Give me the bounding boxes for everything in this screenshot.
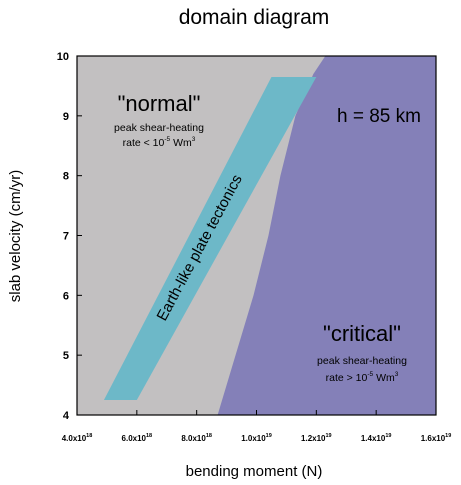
critical-region-label: "critical"	[323, 321, 401, 346]
y-axis-label: slab velocity (cm/yr)	[7, 170, 24, 303]
y-axis-ticks: 4 5 6 7 8 9 10	[57, 51, 82, 422]
y-tick-label: 8	[63, 171, 69, 183]
x-tick-label: 1.4x1019	[361, 433, 392, 443]
y-tick-label: 4	[63, 410, 70, 422]
x-axis-label: bending moment (N)	[186, 463, 323, 480]
critical-region-desc-2: rate > 10-5 Wm3	[326, 371, 399, 384]
normal-region-label: "normal"	[118, 91, 201, 116]
normal-region-desc-2: rate < 10-5 Wm3	[123, 136, 196, 149]
depth-annotation: h = 85 km	[337, 106, 421, 127]
y-tick-label: 10	[57, 51, 69, 63]
earth-like-band	[103, 76, 317, 401]
y-tick-label: 7	[63, 231, 69, 243]
x-tick-label: 6.0x1018	[122, 433, 153, 443]
y-tick-label: 9	[63, 111, 69, 123]
y-tick-label: 6	[63, 290, 69, 302]
critical-region-desc-1: peak shear-heating	[317, 355, 407, 367]
x-tick-label: 1.0x1019	[241, 433, 272, 443]
x-tick-label: 4.0x1018	[62, 433, 93, 443]
x-axis-ticks: 4.0x1018 6.0x1018 8.0x1018 1.0x1019 1.2x1019…	[62, 410, 452, 443]
normal-region-desc-1: peak shear-heating	[114, 122, 204, 134]
chart-title: domain diagram	[179, 6, 330, 29]
x-tick-label: 8.0x1018	[181, 433, 212, 443]
x-tick-label: 1.2x1019	[301, 433, 332, 443]
x-tick-label: 1.6x1019	[421, 433, 452, 443]
critical-region	[217, 56, 436, 415]
y-tick-label: 5	[63, 350, 69, 362]
plot-area	[76, 55, 437, 416]
